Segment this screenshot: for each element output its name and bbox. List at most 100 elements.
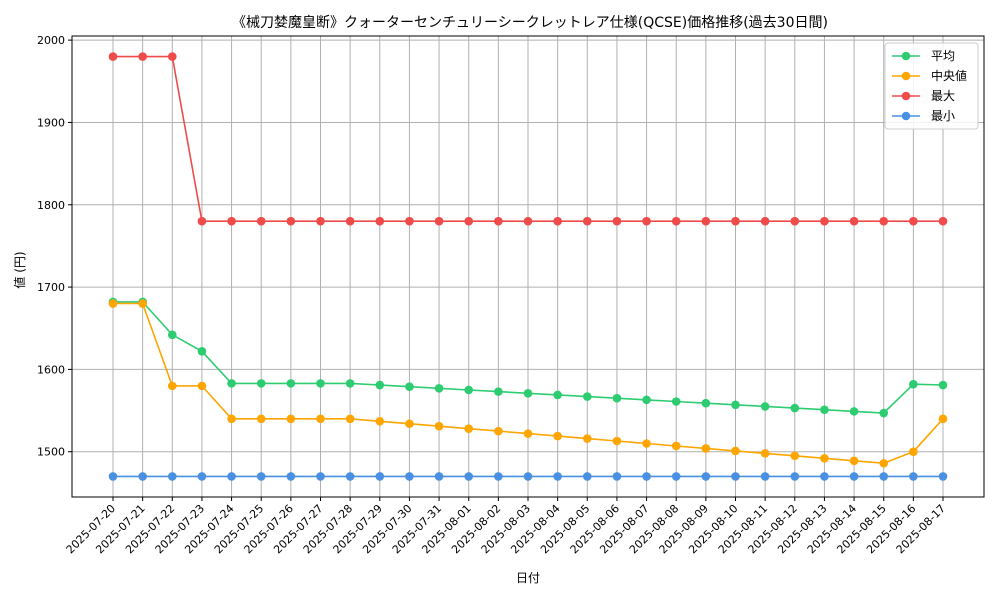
data-point (612, 472, 622, 481)
series-1 (108, 299, 948, 468)
data-point (938, 380, 948, 390)
data-point (345, 379, 355, 388)
y-tick-label: 1900 (37, 116, 65, 129)
data-point (286, 379, 296, 388)
data-point (108, 299, 118, 308)
data-point (760, 402, 770, 411)
legend-marker (901, 91, 911, 101)
data-point (701, 216, 711, 226)
data-point (731, 400, 740, 410)
chart-title: 《械刀婪魔皇断》クォーターセンチュリーシークレットレア仕様(QCSE)価格推移(… (232, 15, 828, 31)
data-point (553, 390, 562, 400)
data-point (849, 472, 859, 481)
data-point (582, 434, 592, 443)
data-point (405, 382, 414, 391)
data-point (256, 216, 266, 226)
data-point (316, 472, 325, 481)
y-tick-label: 1800 (37, 199, 65, 212)
data-point (434, 384, 444, 393)
data-point (612, 216, 622, 226)
y-tick-label: 1500 (37, 446, 65, 459)
data-point (642, 472, 651, 481)
legend-label: 最小 (931, 109, 955, 123)
legend-marker (901, 111, 911, 121)
legend-box (884, 42, 979, 130)
x-axis-label: 日付 (516, 571, 540, 585)
data-point (523, 472, 533, 481)
data-point (790, 451, 800, 461)
data-point (464, 424, 474, 433)
data-point (464, 472, 474, 481)
series-layer (108, 52, 948, 481)
data-point (612, 393, 622, 403)
data-point (701, 472, 711, 481)
data-point (256, 472, 266, 481)
data-point (671, 216, 681, 226)
data-point (464, 216, 474, 226)
data-point (523, 388, 533, 398)
data-point (582, 216, 592, 226)
data-point (345, 472, 355, 481)
data-point (612, 436, 622, 446)
data-point (227, 472, 236, 481)
data-point (909, 379, 918, 389)
y-tick-label: 1700 (37, 281, 65, 294)
data-point (167, 330, 177, 340)
data-point (286, 414, 296, 424)
data-point (405, 216, 414, 226)
data-point (108, 52, 118, 61)
data-point (909, 216, 918, 226)
data-point (434, 472, 444, 481)
y-axis-label: 値 (円) (12, 251, 27, 288)
data-point (523, 216, 533, 226)
data-point (434, 216, 444, 226)
data-point (879, 408, 889, 418)
data-point (434, 421, 444, 431)
legend-item: 中央値 (892, 68, 967, 83)
y-tick-label: 1600 (37, 363, 65, 376)
data-point (227, 379, 236, 388)
data-point (345, 414, 355, 424)
data-point (820, 454, 829, 463)
data-point (642, 395, 651, 405)
data-point (671, 397, 681, 406)
data-point (760, 449, 770, 458)
legend-marker (901, 71, 911, 81)
data-point (345, 216, 355, 226)
data-point (167, 52, 177, 61)
data-point (375, 416, 385, 426)
data-point (167, 472, 177, 481)
data-point (938, 472, 948, 481)
data-point (197, 472, 207, 481)
data-point (820, 216, 829, 226)
data-point (197, 381, 207, 391)
data-point (642, 216, 651, 226)
data-point (494, 387, 503, 396)
data-point (820, 472, 829, 481)
data-point (553, 216, 562, 226)
data-point (820, 405, 829, 415)
data-point (227, 414, 236, 424)
series-3 (108, 472, 948, 481)
data-point (790, 472, 800, 481)
data-point (138, 52, 147, 61)
data-point (316, 216, 325, 226)
data-point (405, 472, 414, 481)
data-point (523, 429, 533, 438)
data-point (879, 472, 889, 481)
data-point (760, 216, 770, 226)
data-point (138, 472, 147, 481)
data-point (256, 379, 266, 388)
data-point (167, 381, 177, 391)
data-point (909, 447, 918, 457)
y-tick-label: 2000 (37, 34, 65, 47)
data-point (849, 456, 859, 466)
data-point (108, 472, 118, 481)
legend-marker (901, 51, 911, 61)
data-point (197, 346, 207, 356)
legend-label: 平均 (931, 49, 955, 63)
data-point (790, 216, 800, 226)
series-0 (108, 297, 948, 418)
data-point (494, 472, 503, 481)
